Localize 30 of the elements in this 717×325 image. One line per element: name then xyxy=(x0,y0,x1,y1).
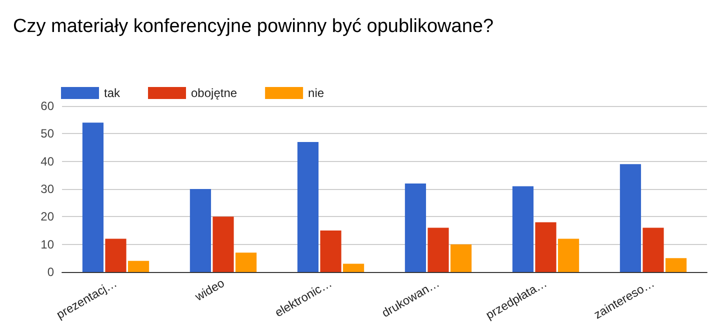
legend-label: tak xyxy=(104,86,122,100)
y-tick-label: 30 xyxy=(40,182,54,196)
y-tick-label: 40 xyxy=(40,154,54,168)
y-tick-label: 20 xyxy=(40,210,54,224)
bar xyxy=(428,228,449,272)
legend-label: nie xyxy=(308,86,324,100)
y-tick-label: 50 xyxy=(40,126,54,141)
bar xyxy=(450,244,472,272)
x-tick-label: wideo xyxy=(192,276,228,304)
bar xyxy=(342,264,364,272)
bar xyxy=(642,228,664,272)
y-tick-label: 10 xyxy=(40,237,54,252)
bar xyxy=(535,222,556,272)
bar xyxy=(620,164,642,272)
chart-title: Czy materiały konferencyjne powinny być opublikowane? xyxy=(13,16,494,37)
legend-label: obojętne xyxy=(191,86,238,100)
bar xyxy=(128,260,150,272)
y-tick-label: 60 xyxy=(40,99,54,113)
bar xyxy=(665,258,687,272)
bar xyxy=(105,238,126,272)
bar xyxy=(320,230,342,272)
bar xyxy=(404,183,426,272)
bar xyxy=(558,238,580,272)
bar xyxy=(212,216,234,272)
bar xyxy=(235,252,257,272)
bar xyxy=(82,122,104,272)
bar xyxy=(297,142,319,272)
y-tick-label: 0 xyxy=(47,265,54,279)
bar xyxy=(512,186,534,272)
bar xyxy=(190,189,212,272)
